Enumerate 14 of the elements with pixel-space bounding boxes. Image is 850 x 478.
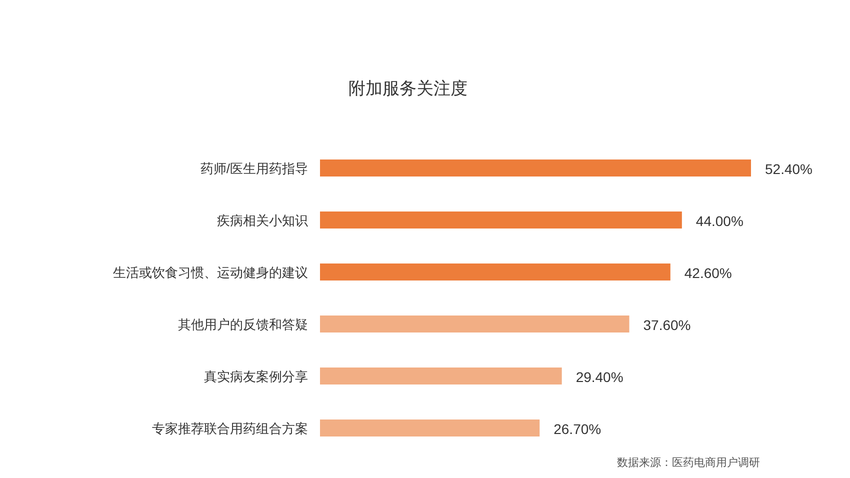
- ytick: 生活或饮食习惯、运动健身的建议: [113, 265, 308, 280]
- data-label: 29.40%: [576, 369, 624, 385]
- ytick: 药师/医生用药指导: [200, 161, 308, 176]
- data-label: 42.60%: [684, 265, 732, 281]
- annotation: 数据来源：医药电商用户调研: [617, 457, 760, 469]
- ytick: 疾病相关小知识: [217, 213, 308, 228]
- data-label: 44.00%: [696, 213, 744, 229]
- ytick: 真实病友案例分享: [204, 369, 308, 384]
- ytick: 其他用户的反馈和答疑: [178, 317, 308, 332]
- data-label: 26.70%: [554, 421, 602, 437]
- ytick: 专家推荐联合用药组合方案: [152, 421, 308, 436]
- data-label: 52.40%: [765, 161, 812, 177]
- title: 附加服务关注度: [348, 79, 468, 98]
- data-label: 37.60%: [643, 317, 691, 333]
